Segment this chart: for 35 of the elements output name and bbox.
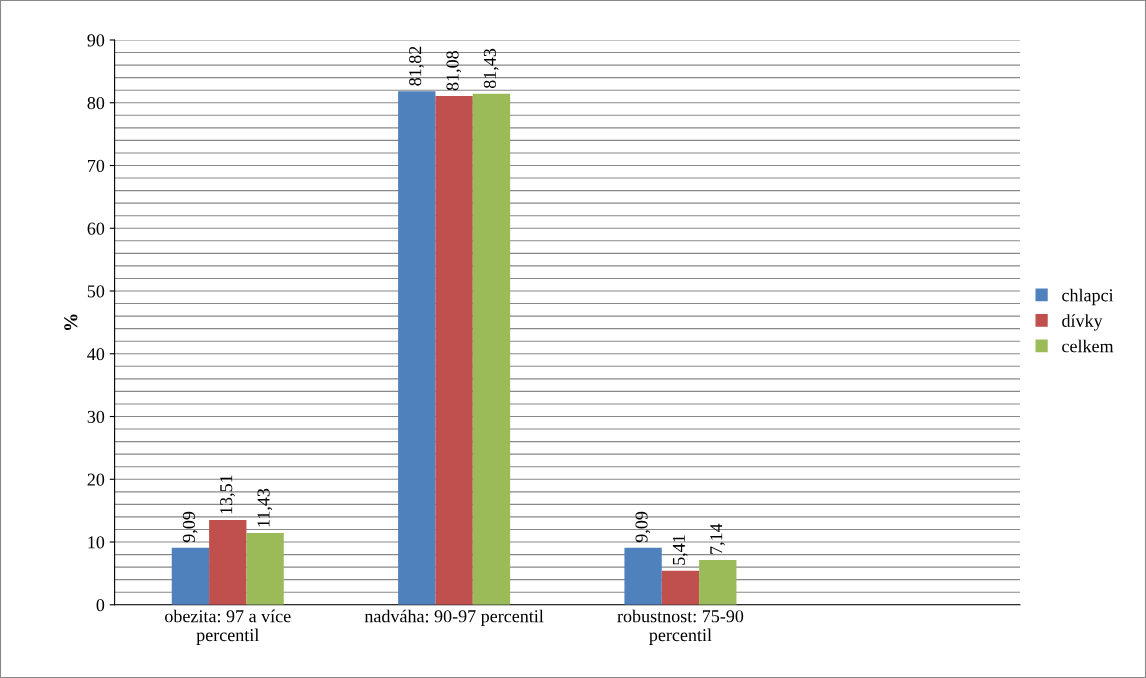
legend-label: chlapci [1062, 288, 1114, 306]
y-tick-label: 10 [88, 536, 105, 549]
y-tick-label: 60 [87, 222, 105, 235]
bar [661, 570, 700, 605]
x-tick-label: nadváha: 90-97 percentil [364, 609, 544, 627]
data-label: 9,09 [635, 511, 651, 543]
bar [209, 520, 247, 605]
y-tick-label: 70 [88, 159, 105, 172]
x-tick-label: obezita: 97 a více percentil [165, 609, 291, 645]
x-tick-label: robustnost: 75-90 percentil [617, 609, 744, 645]
data-label: 7,14 [710, 523, 725, 554]
y-tick-label: 80 [87, 97, 105, 110]
data-label: 81,08 [446, 51, 462, 91]
y-tick-label: 90 [87, 34, 105, 47]
bar [171, 547, 210, 605]
data-label: 81,82 [409, 46, 424, 86]
data-label: 81,43 [483, 48, 499, 89]
bar [398, 91, 436, 605]
y-axis-title: % [64, 314, 78, 331]
y-tick-label: 20 [87, 473, 105, 486]
y-tick-label: 50 [87, 285, 105, 298]
data-label: 5,41 [672, 535, 688, 565]
bar [435, 95, 473, 605]
y-tick-label: 40 [87, 348, 105, 361]
bar [246, 533, 284, 605]
bar [699, 559, 737, 605]
y-tick-label: 0 [96, 599, 105, 612]
data-label: 11,43 [257, 488, 273, 527]
data-label: 13,51 [220, 475, 235, 514]
bar [472, 93, 511, 605]
legend-label: celkem [1062, 339, 1114, 353]
y-tick-label: 30 [87, 410, 105, 423]
legend-label: dívky [1062, 314, 1103, 331]
bar [624, 547, 662, 605]
data-label: 9,09 [182, 511, 198, 543]
